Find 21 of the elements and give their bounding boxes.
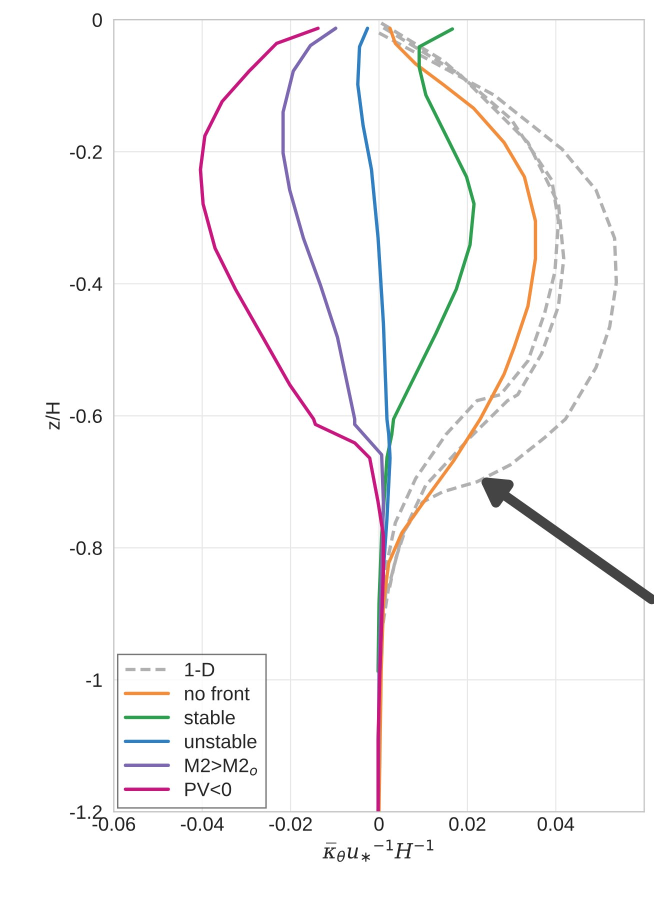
y-tick-label: -0.4 [70,277,102,291]
legend-label: PV<0 [185,782,232,796]
legend-label: stable [184,710,235,724]
y-tick-label: -1 [86,673,102,687]
x-tick-label: -0.02 [269,817,312,831]
y-axis-title: z/H [46,402,60,430]
legend-label: M2>M2$_{o}$ [185,758,258,776]
legend-label: unstable [185,734,256,748]
x-tick-label: 0.04 [538,817,574,831]
x-axis-title: κ̅$_{θ}$u$_{∗}$$^{−1}$H$^{−1}$ [322,840,434,862]
y-tick-label: -0.8 [70,541,102,556]
y-tick-label: 0 [92,13,102,27]
x-tick-label: -0.04 [180,817,224,831]
x-tick-label: 0.02 [449,817,486,831]
x-tick-label: -0.06 [92,817,136,831]
legend-label: no front [185,686,250,700]
y-tick-label: -0.6 [70,409,102,423]
y-tick-label: -1.2 [70,805,102,819]
x-tick-label: 0 [374,817,384,831]
y-tick-label: -0.2 [70,145,102,159]
legend-label: 1-D [185,662,214,676]
